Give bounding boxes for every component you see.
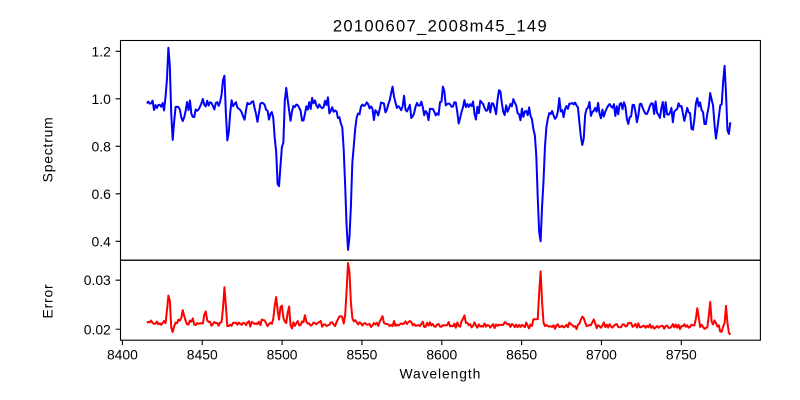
svg-text:20100607_2008m45_149: 20100607_2008m45_149 — [333, 17, 548, 36]
svg-text:8550: 8550 — [346, 346, 377, 362]
svg-text:Spectrum: Spectrum — [39, 116, 55, 182]
svg-text:Error: Error — [39, 284, 55, 319]
svg-text:1.2: 1.2 — [91, 43, 111, 59]
svg-text:8400: 8400 — [107, 346, 138, 362]
svg-text:8700: 8700 — [586, 346, 617, 362]
svg-text:0.03: 0.03 — [84, 272, 111, 288]
svg-text:1.0: 1.0 — [91, 91, 111, 107]
svg-text:Wavelength: Wavelength — [399, 366, 481, 382]
svg-text:8500: 8500 — [267, 346, 298, 362]
svg-text:8750: 8750 — [666, 346, 697, 362]
svg-text:0.02: 0.02 — [84, 321, 111, 337]
svg-text:0.6: 0.6 — [91, 186, 111, 202]
svg-text:8450: 8450 — [187, 346, 218, 362]
svg-text:0.8: 0.8 — [91, 138, 111, 154]
svg-text:0.4: 0.4 — [91, 233, 111, 249]
svg-text:8650: 8650 — [506, 346, 537, 362]
svg-text:8600: 8600 — [426, 346, 457, 362]
